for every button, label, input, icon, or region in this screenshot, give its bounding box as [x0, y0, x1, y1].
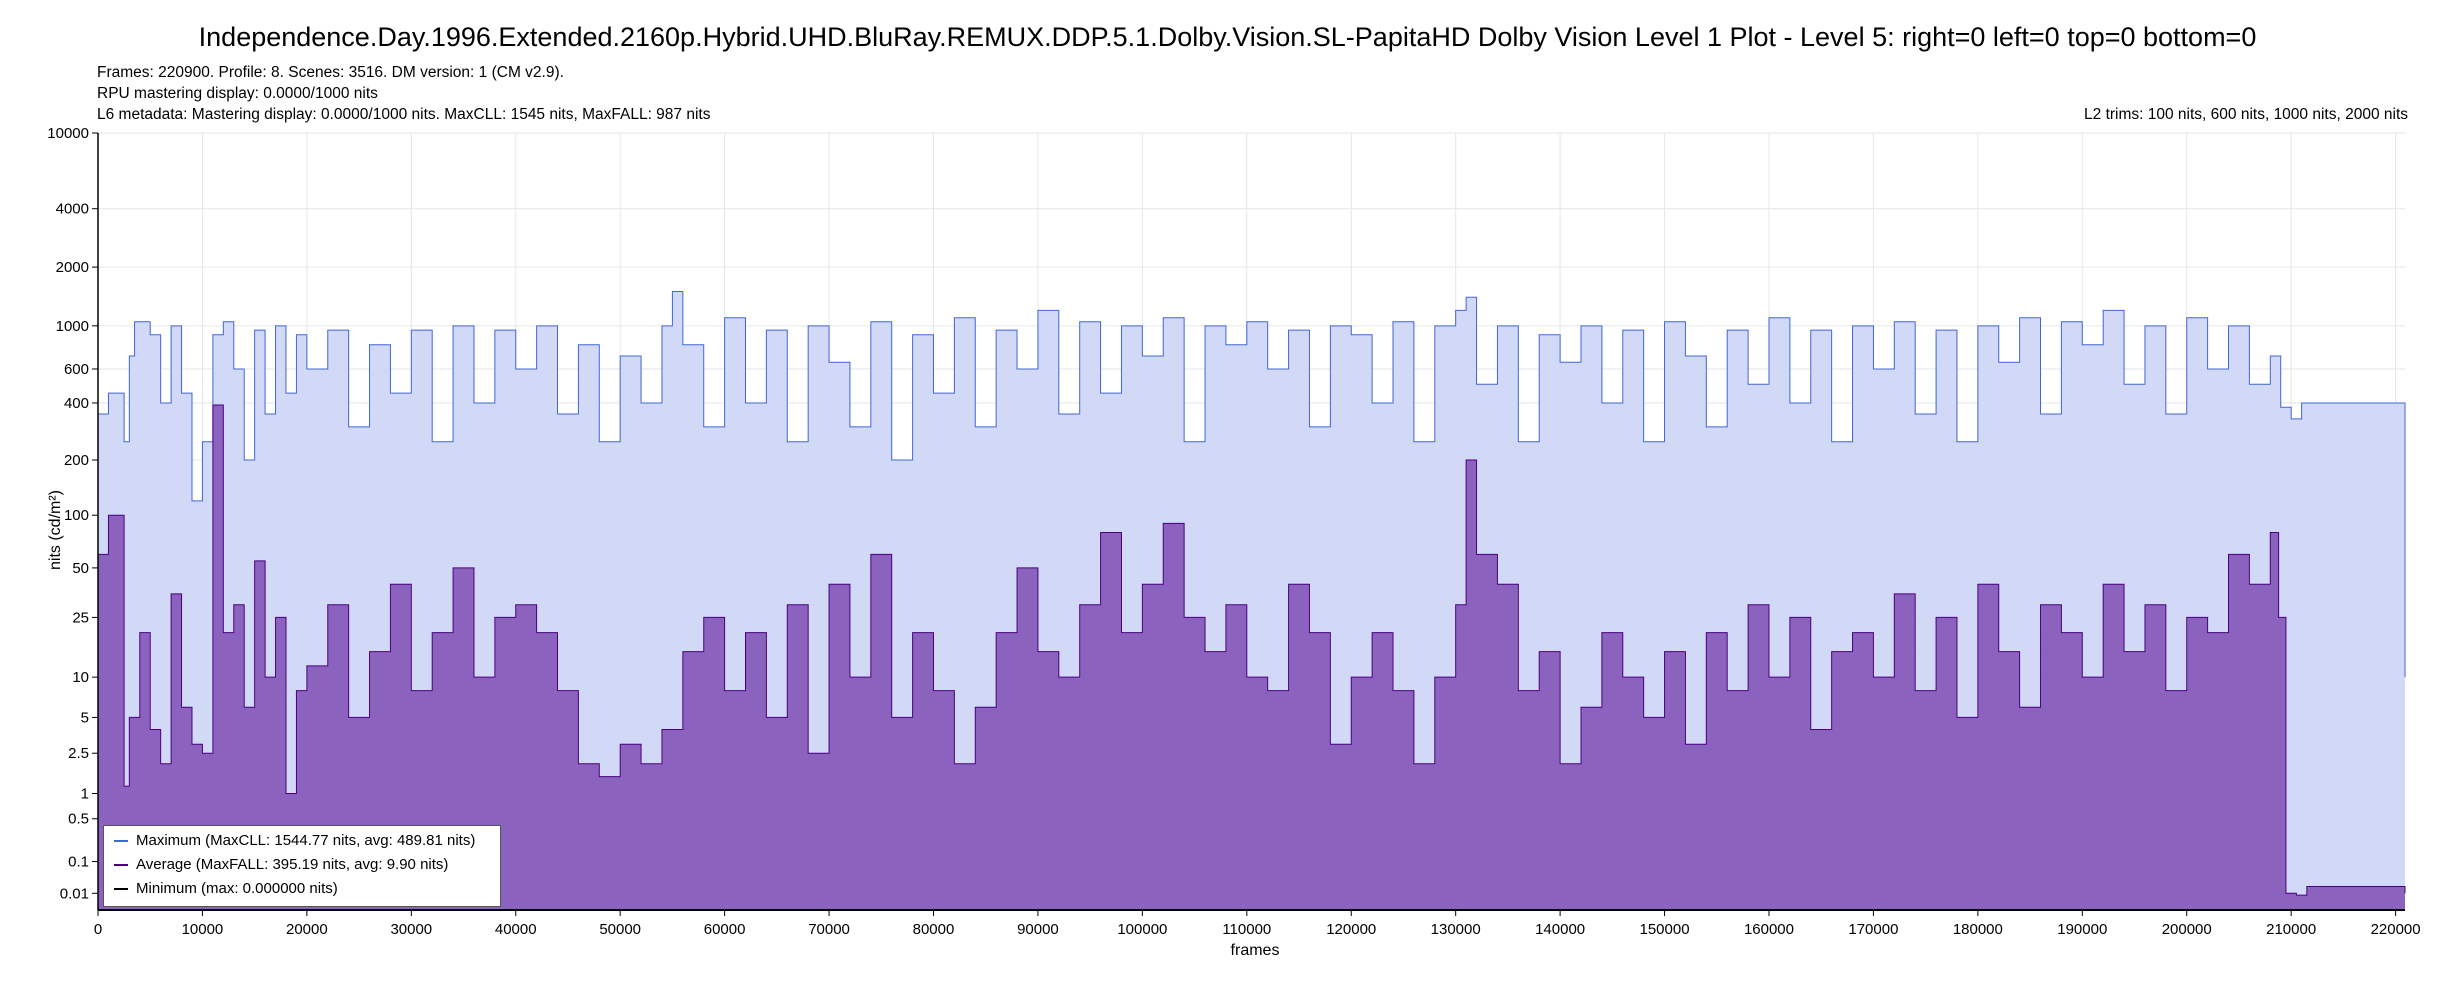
y-tick-label: 200	[64, 452, 89, 469]
x-tick-label: 180000	[1953, 921, 2003, 938]
x-tick-label: 60000	[704, 921, 746, 938]
chart-title: Independence.Day.1996.Extended.2160p.Hyb…	[198, 22, 2257, 52]
y-tick-label: 600	[64, 361, 89, 378]
legend-item-maximum: Maximum (MaxCLL: 1544.77 nits, avg: 489.…	[114, 830, 475, 852]
x-tick-label: 210000	[2266, 921, 2316, 938]
y-tick-label: 2000	[56, 259, 89, 276]
x-tick-label: 90000	[1017, 921, 1059, 938]
y-tick-label: 0.01	[60, 885, 89, 902]
series-maximum-line	[98, 290, 2406, 678]
legend-label-average: Average (MaxFALL: 395.19 nits, avg: 9.90…	[136, 856, 449, 873]
y-tick-label: 0.5	[68, 811, 89, 828]
axes: 0 10000 20000 30000 40000 50000 60000 70000 8000…	[47, 125, 2420, 938]
rpu-mastering-info: RPU mastering display: 0.0000/1000 nits	[97, 85, 378, 102]
x-tick-label: 30000	[390, 921, 432, 938]
x-tick-label: 170000	[1848, 921, 1898, 938]
frames-info: Frames: 220900. Profile: 8. Scenes: 3516…	[97, 64, 564, 81]
y-tick-label: 10000	[47, 125, 89, 142]
y-tick-label: 100	[64, 507, 89, 524]
x-tick-label: 150000	[1640, 921, 1690, 938]
y-tick-label: 4000	[56, 201, 89, 218]
l2-trims-info: L2 trims: 100 nits, 600 nits, 1000 nits,…	[2084, 106, 2408, 123]
series-average-line	[98, 404, 2406, 896]
x-tick-label: 0	[94, 921, 102, 938]
x-tick-label: 70000	[808, 921, 850, 938]
y-tick-label: 2.5	[68, 745, 89, 762]
legend-swatch-maximum	[114, 840, 128, 843]
y-tick-label: 1	[81, 785, 89, 802]
legend-swatch-average	[114, 864, 128, 867]
x-tick-label: 130000	[1431, 921, 1481, 938]
x-tick-label: 20000	[286, 921, 328, 938]
x-tick-label: 50000	[599, 921, 641, 938]
x-tick-label: 100000	[1117, 921, 1167, 938]
x-tick-label: 40000	[495, 921, 537, 938]
legend-swatch-minimum	[114, 888, 128, 891]
legend-item-minimum: Minimum (max: 0.000000 nits)	[114, 878, 338, 900]
legend-label-minimum: Minimum (max: 0.000000 nits)	[136, 880, 338, 897]
y-tick-label: 25	[72, 609, 89, 626]
legend-item-average: Average (MaxFALL: 395.19 nits, avg: 9.90…	[114, 854, 448, 876]
legend: Maximum (MaxCLL: 1544.77 nits, avg: 489.…	[103, 825, 501, 907]
x-tick-label: 200000	[2162, 921, 2212, 938]
x-tick-label: 80000	[913, 921, 955, 938]
x-tick-label: 120000	[1326, 921, 1376, 938]
x-tick-label: 220000	[2371, 921, 2421, 938]
x-axis-title: frames	[1231, 942, 1280, 959]
x-tick-label: 160000	[1744, 921, 1794, 938]
series-average-area	[98, 405, 2405, 910]
x-tick-label: 110000	[1222, 921, 1271, 938]
l6-metadata-info: L6 metadata: Mastering display: 0.0000/1…	[97, 106, 711, 123]
y-tick-label: 0.1	[68, 854, 89, 871]
y-axis-title: nits (cd/m²)	[47, 490, 64, 570]
legend-label-maximum: Maximum (MaxCLL: 1544.77 nits, avg: 489.…	[136, 832, 476, 849]
x-tick-label: 10000	[182, 921, 224, 938]
x-tick-label: 190000	[2057, 921, 2107, 938]
y-tick-label: 10	[72, 669, 89, 686]
y-tick-label: 50	[72, 560, 89, 577]
y-tick-label: 1000	[56, 318, 89, 335]
series-layer	[98, 290, 2406, 911]
x-tick-label: 140000	[1535, 921, 1585, 938]
y-tick-label: 400	[64, 395, 89, 412]
y-tick-label: 5	[81, 709, 89, 726]
